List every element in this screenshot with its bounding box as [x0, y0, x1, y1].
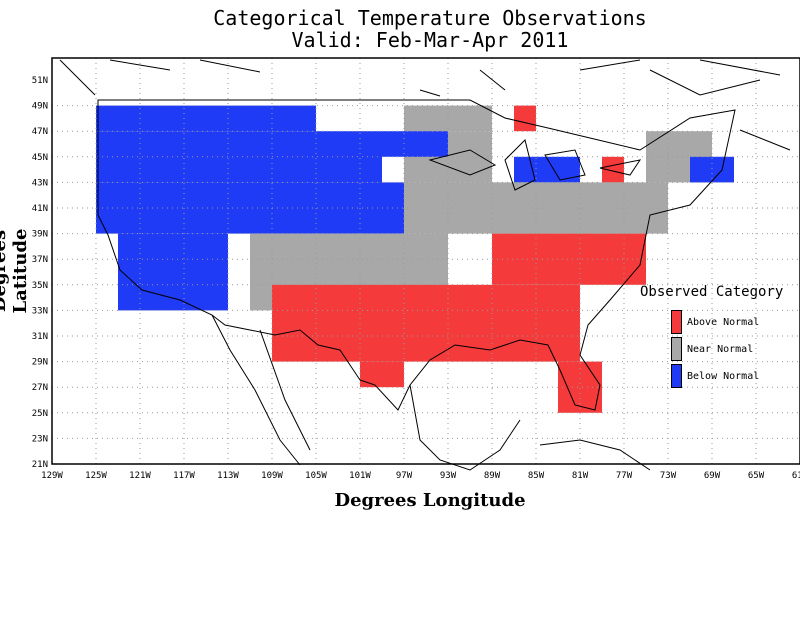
legend-item-near: Near Normal	[671, 337, 753, 361]
cell-below	[118, 233, 228, 311]
legend-label-above: Above Normal	[687, 316, 760, 328]
x-tick-label: 121W	[129, 471, 151, 481]
cuba-coast	[539, 439, 651, 471]
x-tick-labels: 129W 125W 121W 117W 113W 109W 105W 101W 97W 93W 89…	[41, 471, 800, 481]
category-cells	[96, 105, 734, 413]
y-tick-label: 21N	[32, 460, 48, 470]
y-tick-label: 29N	[32, 358, 48, 368]
y-tick-label: 27N	[32, 383, 48, 393]
y-tick-label: 31N	[32, 332, 48, 342]
cell-below	[96, 131, 382, 183]
y-tick-label: 51N	[32, 76, 48, 86]
legend-item-below: Below Normal	[671, 364, 759, 388]
y-tick-label: 33N	[32, 306, 48, 316]
cell-above	[272, 284, 580, 362]
cell-above	[602, 156, 624, 183]
legend-label-near: Near Normal	[687, 343, 754, 355]
legend-title: Observed Category	[640, 284, 784, 300]
y-tick-label: 45N	[32, 153, 48, 163]
great-lakes	[428, 139, 642, 191]
cell-below	[382, 131, 448, 157]
mexico-coast	[211, 314, 521, 471]
y-tick-label: 35N	[32, 281, 48, 291]
cell-above	[360, 361, 404, 388]
legend-swatch-above	[671, 310, 682, 334]
cell-below	[514, 156, 580, 183]
y-tick-label: 39N	[32, 230, 48, 240]
x-tick-label: 85W	[528, 471, 545, 481]
y-tick-label: 23N	[32, 434, 48, 444]
cell-above	[514, 105, 536, 132]
map-outline	[59, 59, 791, 471]
y-tick-label: 47N	[32, 127, 48, 137]
x-tick-label: 105W	[305, 471, 327, 481]
x-tick-label: 81W	[572, 471, 589, 481]
chart-title: Categorical Temperature Observations	[213, 6, 647, 30]
legend-label-below: Below Normal	[687, 370, 760, 382]
x-tick-label: 129W	[41, 471, 63, 481]
y-tick-label: 37N	[32, 255, 48, 265]
us-border-outline	[97, 99, 736, 411]
chart-subtitle: Valid: Feb-Mar-Apr 2011	[291, 28, 569, 52]
legend-swatch-below	[671, 364, 682, 388]
x-tick-label: 125W	[85, 471, 107, 481]
legend-swatch-near	[671, 337, 682, 361]
x-tick-label: 73W	[660, 471, 677, 481]
x-tick-label: 69W	[704, 471, 721, 481]
y-tick-label: 49N	[32, 102, 48, 112]
y-tick-labels: 51N 49N 47N 45N 43N 41N 39N 37N 35N 33N 31N 29N 27N 2…	[32, 76, 48, 470]
x-tick-label: 101W	[349, 471, 371, 481]
y-tick-label: 43N	[32, 178, 48, 188]
x-tick-label: 109W	[261, 471, 283, 481]
x-tick-label: 89W	[484, 471, 501, 481]
x-tick-label: 93W	[440, 471, 457, 481]
x-tick-label: 113W	[217, 471, 239, 481]
cell-below	[96, 105, 316, 132]
plot-frame	[51, 57, 800, 465]
x-tick-label: 77W	[616, 471, 633, 481]
x-tick-label: 61W	[792, 471, 800, 481]
cell-above	[558, 361, 602, 413]
y-tick-label: 25N	[32, 409, 48, 419]
x-axis-label: Degrees Longitude	[334, 490, 526, 511]
legend-item-above: Above Normal	[671, 310, 759, 334]
y-axis-label: Degrees Latitude	[0, 228, 31, 314]
canada-coast	[59, 59, 791, 151]
x-tick-label: 97W	[396, 471, 413, 481]
x-tick-label: 65W	[748, 471, 765, 481]
x-tick-label: 117W	[173, 471, 195, 481]
y-tick-label: 41N	[32, 204, 48, 214]
